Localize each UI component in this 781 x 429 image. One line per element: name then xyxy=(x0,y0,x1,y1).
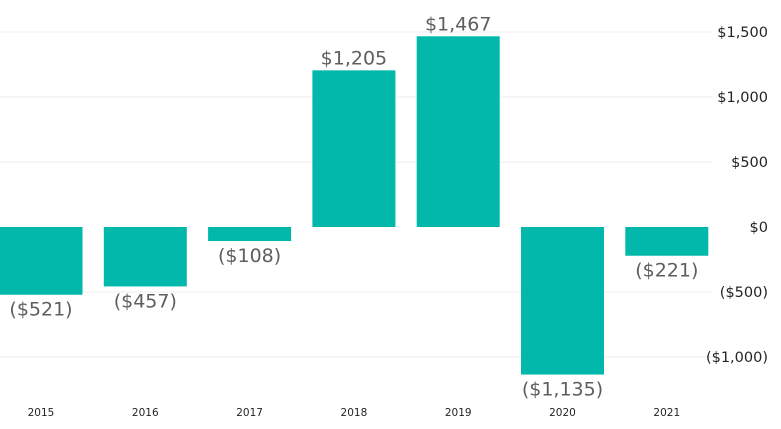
bar-2015[interactable] xyxy=(0,227,83,295)
bar-2021[interactable] xyxy=(625,227,709,256)
data-label-2017: ($108) xyxy=(218,245,281,267)
y-tick-label: $1,500 xyxy=(717,25,768,41)
x-tick-label-2017: 2017 xyxy=(236,407,263,419)
bars xyxy=(0,36,709,375)
x-tick-label-2015: 2015 xyxy=(28,407,55,419)
bar-2016[interactable] xyxy=(103,227,187,287)
x-tick-label-2018: 2018 xyxy=(341,407,368,419)
bar-2019[interactable] xyxy=(416,36,500,227)
data-label-2015: ($521) xyxy=(9,299,72,321)
bar-2018[interactable] xyxy=(312,70,396,227)
bar-2017[interactable] xyxy=(208,227,292,242)
y-axis: $1,500 $1,000 $500 $0 ($500) ($1,000) xyxy=(706,25,768,366)
y-tick-label: $0 xyxy=(750,220,768,236)
data-label-2018: $1,205 xyxy=(321,47,387,69)
data-label-2019: $1,467 xyxy=(425,13,491,35)
x-tick-label-2019: 2019 xyxy=(445,407,472,419)
y-tick-label: ($1,000) xyxy=(706,350,768,366)
y-tick-label: $1,000 xyxy=(717,90,768,106)
x-tick-label-2020: 2020 xyxy=(549,407,576,419)
data-labels: ($521) ($457) ($108) $1,205 $1,467 ($1,135) ($… xyxy=(9,13,698,400)
y-tick-label: $500 xyxy=(731,155,768,171)
data-label-2016: ($457) xyxy=(114,290,177,312)
y-tick-label: ($500) xyxy=(720,285,768,301)
x-tick-label-2016: 2016 xyxy=(132,407,159,419)
data-label-2021: ($221) xyxy=(635,260,698,282)
data-label-2020: ($1,135) xyxy=(522,379,603,401)
x-tick-label-2021: 2021 xyxy=(653,407,680,419)
bar-2020[interactable] xyxy=(521,227,604,375)
x-axis: 2015 2016 2017 2018 2019 2020 2021 xyxy=(28,407,681,419)
